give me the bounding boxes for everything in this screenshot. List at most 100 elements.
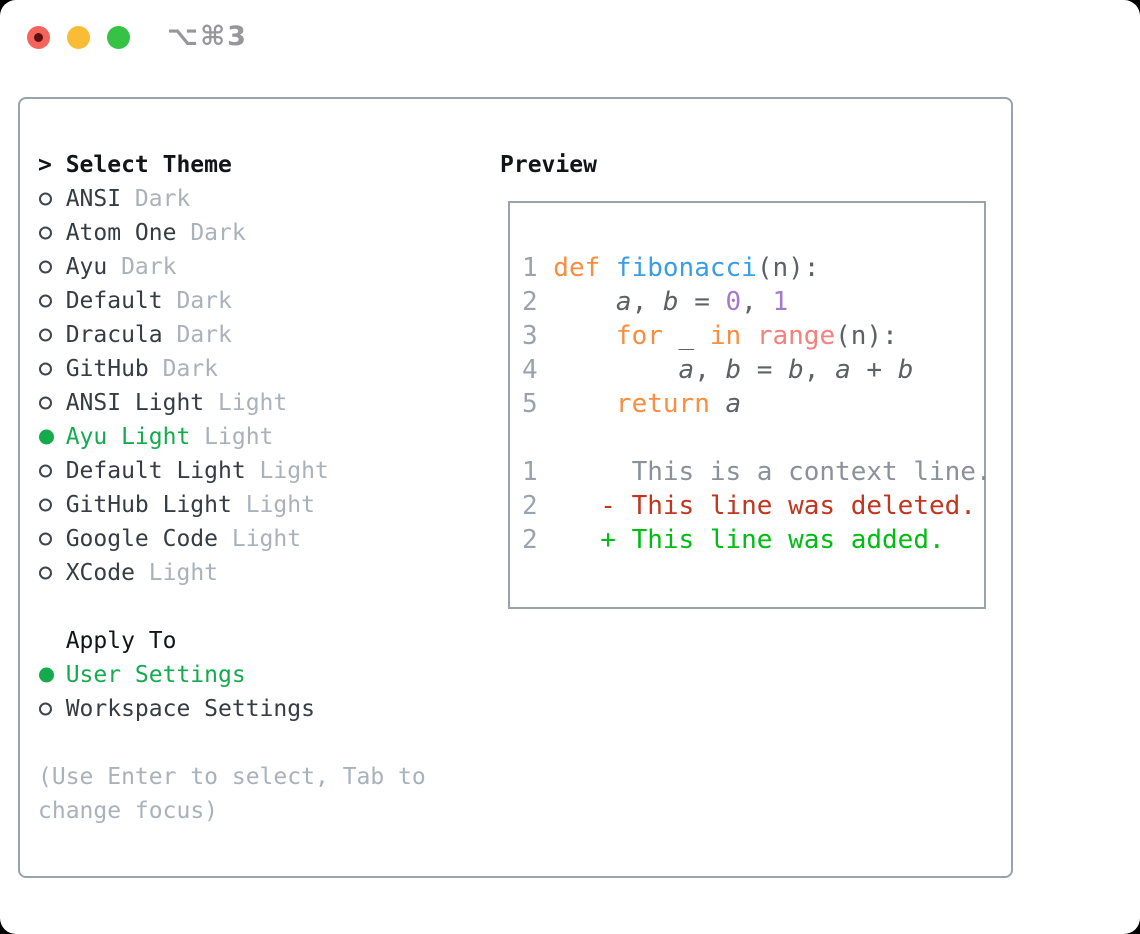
code-token: for [615,321,663,351]
code-token [553,491,600,521]
theme-variant: Dark [176,288,232,314]
main-panel: > Select Theme ANSI Dark Atom One Dark Ayu Da… [18,97,1013,878]
code-token: a [678,355,695,385]
apply-to-option-label: User Settings [65,662,246,688]
line-number: 2 [522,525,538,555]
theme-item[interactable]: ANSI Light Light [38,386,488,420]
code-token [553,355,678,385]
line-number: 4 [522,355,538,385]
theme-item[interactable]: ANSI Dark [38,182,488,216]
theme-variant: Light [245,492,315,518]
radio-icon [38,182,66,216]
code-token: - This line was deleted. [600,491,976,521]
theme-name: XCode [65,560,135,586]
line-number: 2 [522,491,538,521]
code-token: b [662,287,679,317]
code-token [600,253,616,283]
line-number: 3 [522,321,538,351]
code-token: , [741,287,773,317]
code-token: (n): [756,253,820,283]
theme-item[interactable]: Default Light Light [38,454,488,488]
line-number: 1 [522,253,538,283]
code-token: , [631,287,663,317]
theme-item[interactable]: Default Dark [38,284,488,318]
close-button-icon[interactable] [27,26,50,49]
theme-name: Default [65,288,163,314]
code-token: def [553,253,601,283]
code-token: 0 [725,287,742,317]
code-token [710,389,726,419]
titlebar: ⌥⌘3 [0,0,1140,76]
theme-name: Ayu Light [65,424,191,450]
code-token: a [615,287,632,317]
apply-to-option[interactable]: Workspace Settings [38,692,488,726]
apply-to-option[interactable]: User Settings [38,658,488,692]
theme-variant: Light [259,458,329,484]
theme-item[interactable]: Atom One Dark [38,216,488,250]
theme-variant: Light [218,390,288,416]
left-column: > Select Theme ANSI Dark Atom One Dark Ayu Da… [38,148,488,828]
code-line [522,421,992,455]
theme-variant: Light [231,526,302,552]
theme-variant: Dark [190,220,246,246]
code-token: + [850,355,898,385]
radio-icon [38,352,66,386]
radio-icon [38,488,66,522]
radio-icon [38,250,66,284]
window-title: ⌥⌘3 [167,21,248,52]
apply-to-header-label: Apply To [65,628,177,654]
code-token: fibonacci [615,253,757,283]
theme-variant: Dark [121,254,177,280]
code-token [553,321,616,351]
code-token: 1 [772,287,789,317]
radio-icon [38,386,66,420]
theme-name: GitHub Light [65,492,232,518]
code-token: This is a context line. [553,457,992,487]
prompt-caret-icon: > [38,152,52,178]
theme-name: ANSI [65,186,122,212]
theme-list-header-label: Select Theme [65,152,232,178]
code-token: + This line was added. [600,525,945,555]
radio-icon [38,658,66,692]
theme-list-header: > Select Theme [38,148,488,182]
hint-text-line2: change focus) [38,798,219,824]
code-token: b [897,355,914,385]
code-line: 1 This is a context line. [522,455,992,489]
code-token: a [835,355,851,385]
code-token: b [788,355,804,385]
theme-variant: Dark [162,356,219,382]
theme-item[interactable]: Dracula Dark [38,318,488,352]
radio-icon [38,692,66,726]
code-token: a [725,389,742,419]
code-token: , [694,355,726,385]
theme-variant: Dark [134,186,191,212]
apply-to-options: User Settings Workspace Settings [38,658,488,726]
apply-to-option-label: Workspace Settings [65,696,315,722]
code-token: range [756,321,836,351]
code-token: , [803,355,836,385]
theme-name: Default Light [65,458,246,484]
code-token: = [678,287,726,317]
code-line: 3 for _ in range(n): [522,319,992,353]
radio-icon [38,216,66,250]
theme-item[interactable]: XCode Light [38,556,488,590]
code-token: b [725,355,742,385]
code-line: 1 def fibonacci(n): [522,251,992,285]
code-token: _ [662,321,710,351]
theme-item[interactable]: Ayu Light Light [38,420,488,454]
zoom-button-icon[interactable] [107,26,130,49]
theme-item[interactable]: Google Code Light [38,522,488,556]
theme-item[interactable]: GitHub Light Light [38,488,488,522]
theme-variant: Light [204,424,274,450]
theme-name: Google Code [65,526,219,552]
minimize-button-icon[interactable] [67,26,90,49]
theme-name: GitHub [65,356,149,382]
code-line: 2 a, b = 0, 1 [522,285,992,319]
line-number: 2 [522,287,538,317]
radio-icon [38,522,66,556]
theme-item[interactable]: GitHub Dark [38,352,488,386]
theme-item[interactable]: Ayu Dark [38,250,488,284]
